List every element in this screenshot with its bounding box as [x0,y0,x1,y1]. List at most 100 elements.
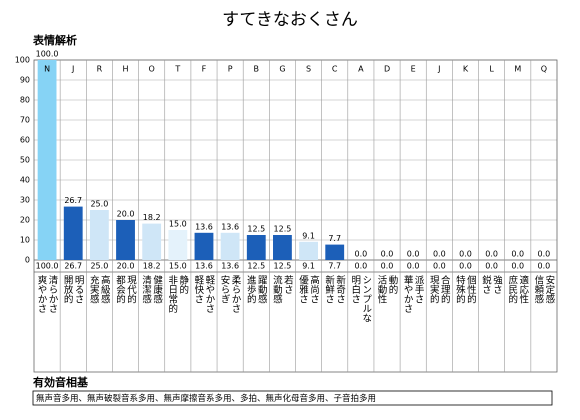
bar [220,232,240,260]
chart-subtitle: 表情解析 [32,33,77,47]
y-tick-label: 90 [20,76,30,85]
category-code: Q [541,65,547,74]
y-tick-label: 20 [20,216,30,225]
table-value: 0.0 [355,262,368,271]
category-label: 派手さ [413,275,425,304]
table-value: 0.0 [485,262,498,271]
category-label: 庶民的 [506,274,518,304]
category-code: E [411,65,416,74]
category-label: 新奇さ [334,274,346,303]
category-label: 高級感 [99,274,111,303]
value-label: 15.0 [169,220,187,229]
category-code: P [228,65,233,74]
category-label: 清らかさ [47,274,59,313]
table-value: 12.5 [247,262,265,271]
category-code: K [463,65,469,74]
bar [246,235,266,260]
category-code: D [384,65,390,74]
bar [63,206,83,260]
value-label: 13.6 [195,222,213,231]
category-code: J [71,65,74,74]
value-label: 13.6 [221,222,239,231]
category-code: L [489,65,494,74]
category-label: 明るさ [73,275,85,304]
table-value: 25.0 [90,262,108,271]
category-label: 安らぎ [219,274,231,303]
category-label: 都会的 [114,275,126,304]
table-value: 13.6 [221,262,239,271]
category-label: 充実感 [88,274,100,303]
y-tick-label: 80 [20,96,30,105]
bar [116,220,135,260]
table-value: 0.0 [407,262,420,271]
table-value: 0.0 [511,262,524,271]
category-label: 柔らかさ [230,275,242,313]
category-code: M [514,65,521,74]
value-label: 0.0 [433,250,446,259]
category-label: 安定感 [543,274,555,303]
category-code: A [358,65,364,74]
value-label: 26.7 [64,196,82,205]
table-value: 26.7 [64,262,82,271]
bar [299,241,318,260]
category-code: J [437,65,440,74]
y-tick-label: 40 [20,176,30,185]
value-label: 0.0 [485,250,498,259]
basis-box [32,390,553,406]
category-label: 新鮮さ [323,274,335,303]
category-code: O [149,65,155,74]
category-label: シンプルな [360,275,372,323]
y-tick-label: 10 [20,236,30,245]
category-label: 若さ [282,274,294,294]
y-tick-label: 30 [20,196,30,205]
category-code: G [279,65,285,74]
y-tick-label: 70 [20,116,30,125]
category-code: N [44,65,50,74]
category-label: 明白さ [349,275,361,304]
bar [168,230,188,260]
category-label: 進歩的 [245,274,257,304]
bar [89,210,109,260]
table-value: 9.1 [302,262,315,271]
category-code: R [97,65,103,74]
category-label: 非日常的 [166,274,178,314]
category-label: 活動性 [375,274,387,304]
table-value: 15.0 [169,262,187,271]
category-code: F [202,65,207,74]
basis-text: 無声音多用、無声破裂音系多用、無声摩擦音系多用、多拍、無声化母音多用、子音拍多用 [36,393,376,404]
table-value: 0.0 [538,262,551,271]
table-value: 100.0 [36,262,59,271]
table-value: 7.7 [328,262,341,271]
value-label: 12.5 [247,225,265,234]
value-label: 12.5 [274,225,292,234]
table-value: 0.0 [381,262,394,271]
value-label: 25.0 [90,200,108,209]
category-label: 鋭さ [480,274,492,294]
category-label: 躍動感 [256,275,268,304]
bar [194,232,214,260]
y-tick-label: 100 [15,56,30,65]
category-code: S [306,65,311,74]
category-code: H [123,65,129,74]
table-value: 18.2 [143,262,161,271]
category-label: 現代的 [125,275,137,304]
category-label: 爽やかさ [36,275,48,313]
value-label: 18.2 [143,213,161,222]
category-label: 軽やかさ [203,275,215,313]
category-label: 高尚さ [308,274,320,303]
value-label: 7.7 [328,234,341,243]
category-label: 流動感 [271,274,283,303]
category-label: 軽快さ [192,275,204,304]
value-label: 0.0 [538,250,551,259]
category-label: 強さ [491,274,503,294]
basis-title: 有効音相基 [33,375,89,389]
value-label: 0.0 [459,250,472,259]
category-code: C [332,65,338,74]
category-label: 清潔感 [140,274,152,303]
table-value: 0.0 [459,262,472,271]
chart-title: すてきなおくさん [222,10,358,30]
bar [37,60,57,260]
table-value: 13.6 [195,262,213,271]
value-label: 9.1 [302,231,315,240]
value-label: 0.0 [407,250,420,259]
